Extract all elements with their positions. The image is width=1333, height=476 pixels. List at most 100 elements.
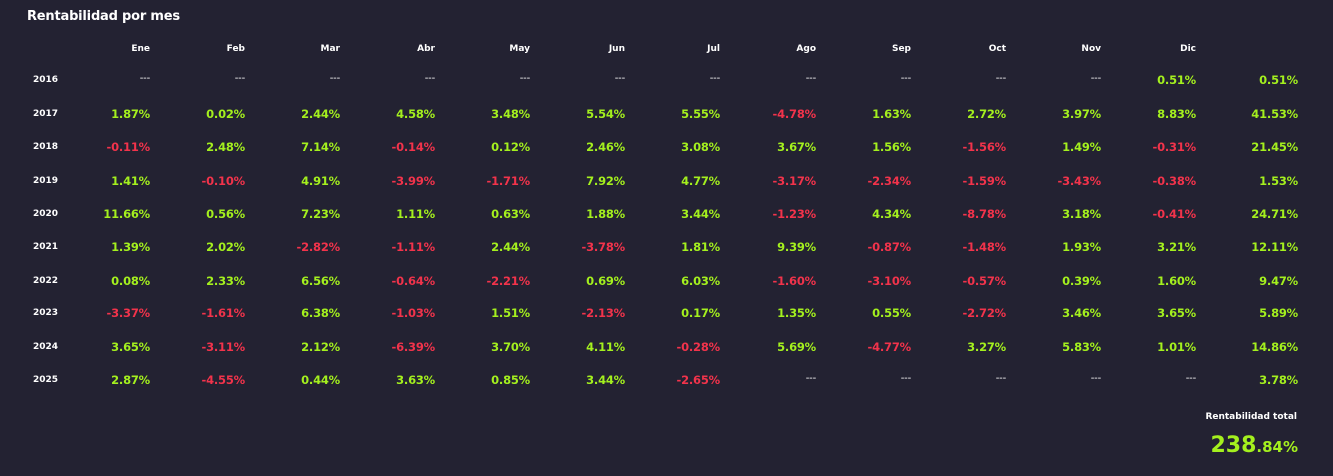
- month-header-oct: Oct: [988, 44, 1006, 54]
- return-cell: 3.21%: [1157, 240, 1196, 254]
- return-cell: -0.64%: [391, 274, 436, 288]
- return-cell: 1.49%: [1062, 140, 1101, 154]
- return-cell: 7.14%: [301, 140, 340, 154]
- return-cell: -0.14%: [391, 140, 436, 154]
- return-cell: 0.55%: [872, 306, 911, 320]
- return-cell: -0.87%: [867, 240, 912, 254]
- return-cell: 3.67%: [777, 140, 816, 154]
- return-cell: -4.77%: [867, 340, 912, 354]
- year-total-cell: 21.45%: [1251, 140, 1298, 154]
- month-header-feb: Feb: [226, 44, 245, 54]
- return-cell: -0.41%: [1152, 207, 1197, 221]
- return-cell: 3.70%: [491, 340, 530, 354]
- return-cell: 1.93%: [1062, 240, 1101, 254]
- year-label: 2023: [33, 308, 59, 318]
- month-header-jun: Jun: [608, 44, 625, 54]
- return-cell: -1.61%: [201, 306, 246, 320]
- return-cell: ---: [805, 73, 816, 84]
- return-cell: -1.71%: [486, 174, 531, 188]
- return-cell: 0.69%: [586, 274, 625, 288]
- return-cell: -0.31%: [1152, 140, 1197, 154]
- return-cell: -1.60%: [772, 274, 817, 288]
- return-cell: 2.44%: [491, 240, 530, 254]
- return-cell: 4.58%: [396, 107, 435, 121]
- return-cell: 3.63%: [396, 373, 435, 387]
- month-header-ene: Ene: [131, 44, 150, 54]
- return-cell: 3.44%: [681, 207, 720, 221]
- year-label: 2025: [33, 375, 59, 385]
- return-cell: 4.34%: [872, 207, 911, 221]
- return-cell: 0.12%: [491, 140, 530, 154]
- return-cell: 3.18%: [1062, 207, 1101, 221]
- return-cell: 2.33%: [206, 274, 245, 288]
- total-return-label: Rentabilidad total: [1205, 412, 1297, 422]
- return-cell: 1.01%: [1157, 340, 1196, 354]
- return-cell: 7.92%: [586, 174, 625, 188]
- return-cell: -1.11%: [391, 240, 436, 254]
- return-cell: 2.48%: [206, 140, 245, 154]
- return-cell: 2.46%: [586, 140, 625, 154]
- year-total-cell: 5.89%: [1259, 306, 1298, 320]
- return-cell: -3.10%: [867, 274, 912, 288]
- return-cell: 1.60%: [1157, 274, 1196, 288]
- year-total-cell: 24.71%: [1251, 207, 1298, 221]
- year-label: 2018: [33, 142, 59, 152]
- return-cell: ---: [1185, 373, 1196, 384]
- return-cell: ---: [900, 73, 911, 84]
- year-total-cell: 14.86%: [1251, 340, 1298, 354]
- return-cell: -1.59%: [962, 174, 1007, 188]
- return-cell: ---: [614, 73, 625, 84]
- return-cell: 3.65%: [1157, 306, 1196, 320]
- return-cell: -0.38%: [1152, 174, 1197, 188]
- total-return-decimal: .84%: [1256, 438, 1298, 456]
- month-header-mar: Mar: [320, 44, 340, 54]
- return-cell: ---: [805, 373, 816, 384]
- return-cell: 5.69%: [777, 340, 816, 354]
- return-cell: -3.43%: [1057, 174, 1102, 188]
- return-cell: 2.12%: [301, 340, 340, 354]
- return-cell: 1.81%: [681, 240, 720, 254]
- return-cell: 1.63%: [872, 107, 911, 121]
- year-label: 2021: [33, 242, 59, 252]
- total-return-integer: 238: [1210, 433, 1257, 458]
- month-header-abr: Abr: [417, 44, 435, 54]
- return-cell: 1.39%: [111, 240, 150, 254]
- return-cell: 1.56%: [872, 140, 911, 154]
- return-cell: 3.44%: [586, 373, 625, 387]
- year-total-cell: 0.51%: [1259, 73, 1298, 87]
- return-cell: -2.21%: [486, 274, 531, 288]
- year-total-cell: 12.11%: [1251, 240, 1298, 254]
- return-cell: 8.83%: [1157, 107, 1196, 121]
- return-cell: 0.08%: [111, 274, 150, 288]
- month-header-sep: Sep: [891, 44, 911, 54]
- year-total-cell: 1.53%: [1259, 174, 1298, 188]
- return-cell: ---: [1090, 73, 1101, 84]
- return-cell: -6.39%: [391, 340, 436, 354]
- return-cell: -2.34%: [867, 174, 912, 188]
- return-cell: 5.55%: [681, 107, 720, 121]
- return-cell: -0.11%: [106, 140, 151, 154]
- return-cell: -0.10%: [201, 174, 246, 188]
- return-cell: ---: [234, 73, 245, 84]
- return-cell: ---: [329, 73, 340, 84]
- return-cell: ---: [995, 373, 1006, 384]
- return-cell: ---: [900, 373, 911, 384]
- return-cell: -2.65%: [676, 373, 721, 387]
- return-cell: 3.97%: [1062, 107, 1101, 121]
- return-cell: -3.17%: [772, 174, 817, 188]
- return-cell: -3.11%: [201, 340, 246, 354]
- return-cell: -2.82%: [296, 240, 341, 254]
- return-cell: 0.39%: [1062, 274, 1101, 288]
- return-cell: 0.44%: [301, 373, 340, 387]
- return-cell: 9.39%: [777, 240, 816, 254]
- return-cell: 1.87%: [111, 107, 150, 121]
- return-cell: 3.65%: [111, 340, 150, 354]
- year-total-cell: 3.78%: [1259, 373, 1298, 387]
- return-cell: 4.77%: [681, 174, 720, 188]
- return-cell: -0.28%: [676, 340, 721, 354]
- return-cell: 3.46%: [1062, 306, 1101, 320]
- return-cell: ---: [139, 73, 150, 84]
- year-total-cell: 9.47%: [1259, 274, 1298, 288]
- year-label: 2020: [33, 209, 59, 219]
